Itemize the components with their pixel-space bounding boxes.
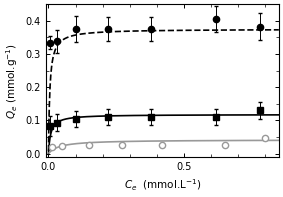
X-axis label: $C_e$  (mmol.L$^{-1}$): $C_e$ (mmol.L$^{-1}$): [124, 177, 201, 193]
Y-axis label: $Q_e$ (mmol.g$^{-1}$): $Q_e$ (mmol.g$^{-1}$): [4, 43, 20, 119]
